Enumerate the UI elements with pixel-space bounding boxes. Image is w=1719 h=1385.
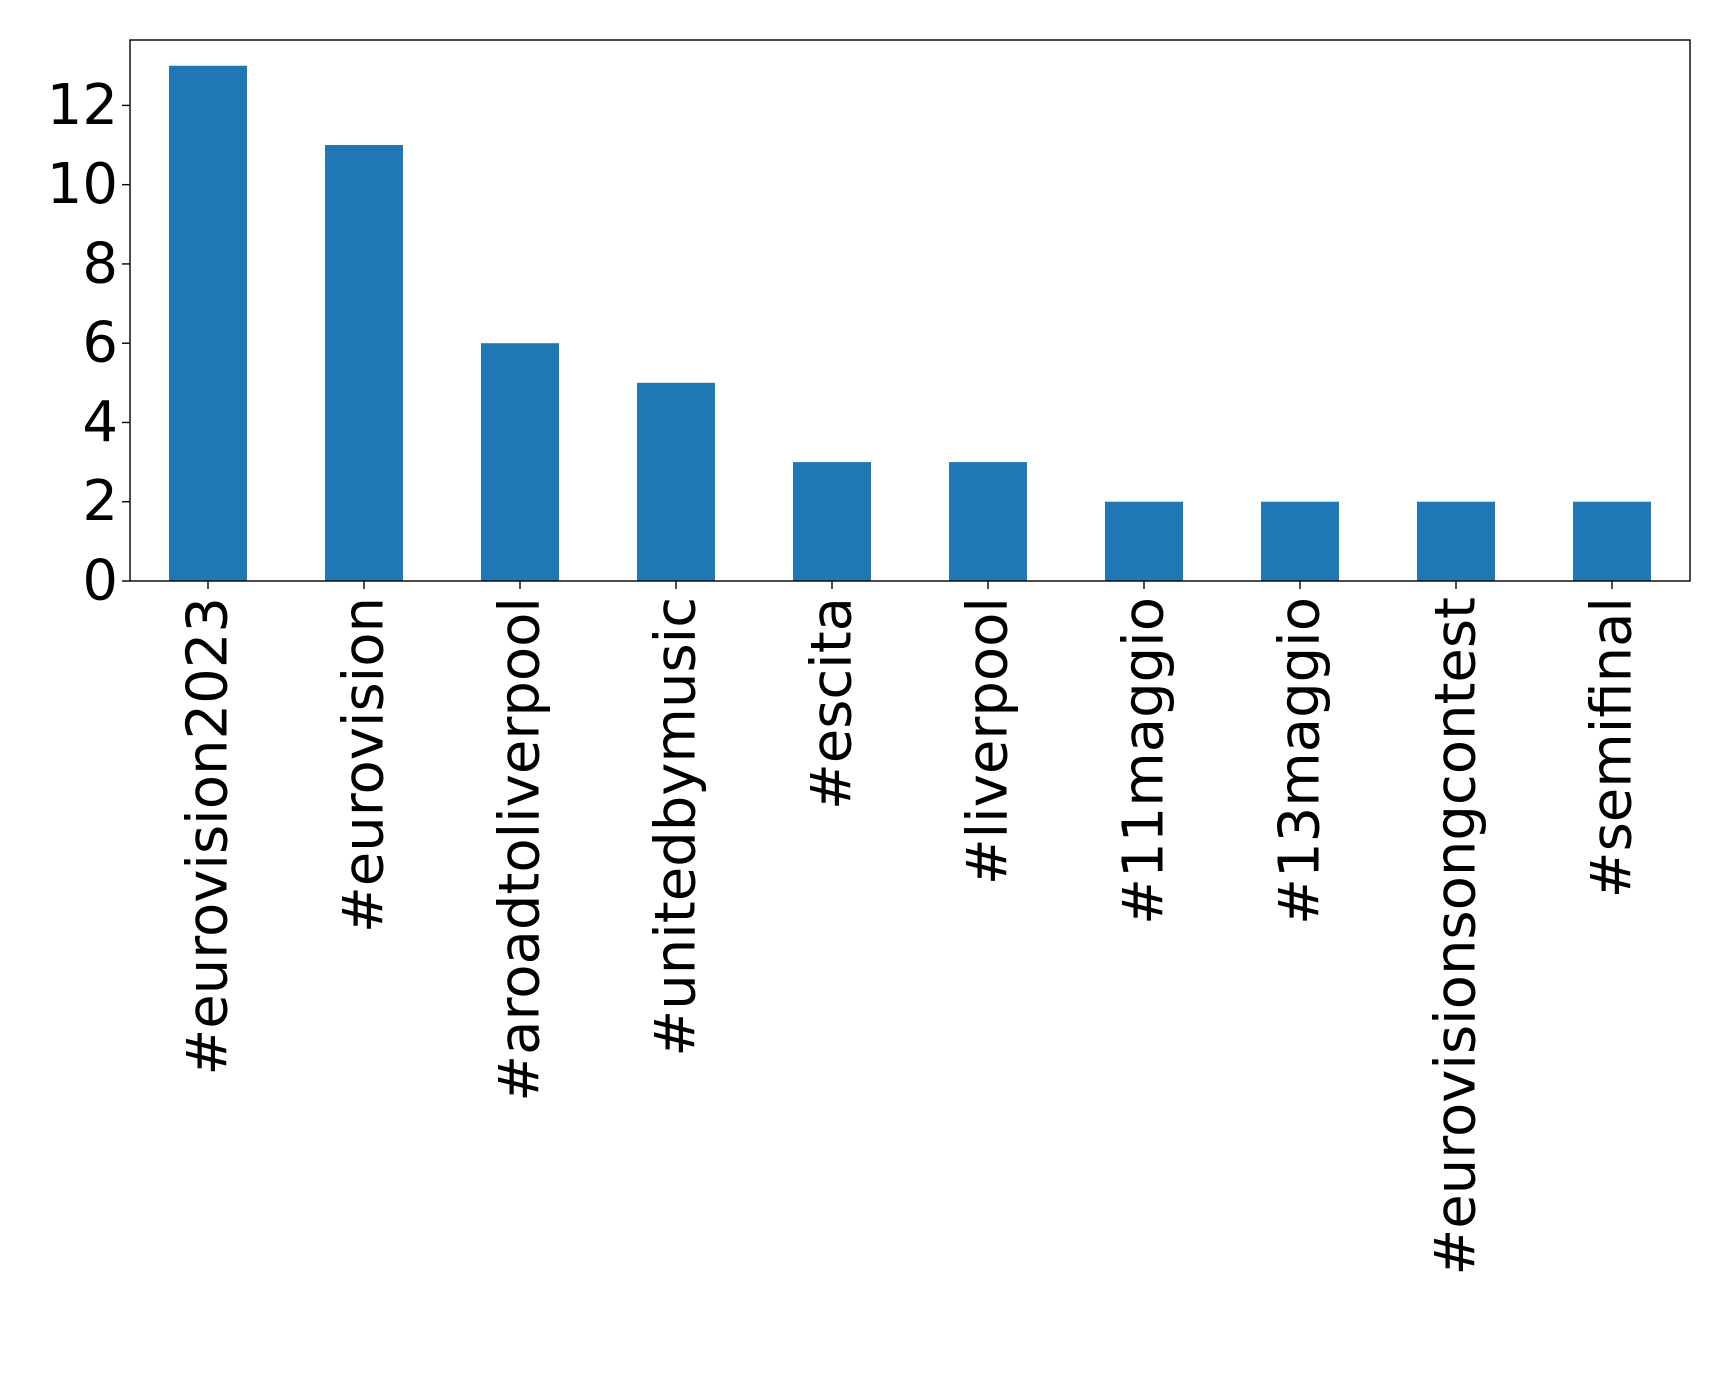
x-tick-label: #semifinal (1580, 597, 1645, 898)
bar-6 (1105, 501, 1183, 581)
y-tick-label: 2 (82, 469, 118, 534)
y-tick-label: 8 (82, 231, 118, 296)
y-axis: 0 2 4 6 8 10 12 (47, 73, 130, 614)
x-tick-label: #eurovision2023 (176, 597, 241, 1076)
plot-frame (129, 39, 1691, 582)
x-tick-label: #eurovision (332, 597, 397, 933)
x-tick-label: #13maggio (1268, 597, 1333, 925)
x-tick-label: #escita (800, 597, 865, 810)
y-tick-label: 6 (82, 311, 118, 376)
y-tick-label: 10 (47, 152, 118, 217)
bar-1 (325, 145, 403, 581)
bar-9 (1573, 501, 1651, 581)
y-tick-label: 4 (82, 390, 118, 455)
x-tick-label: #aroadtoliverpool (488, 597, 553, 1102)
bar-2 (481, 343, 559, 581)
x-tick-label: #liverpool (956, 597, 1021, 885)
x-tick-label: #unitedbymusic (644, 597, 709, 1057)
x-tick-label: #eurovisionsongcontest (1424, 597, 1489, 1276)
bars-group (169, 65, 1651, 581)
bar-8 (1417, 501, 1495, 581)
y-tick-label: 12 (47, 73, 118, 138)
x-axis: #eurovision2023 #eurovision #aroadtoliverp… (176, 581, 1645, 1276)
bar-7 (1261, 501, 1339, 581)
bar-5 (949, 462, 1027, 581)
y-tick-label: 0 (82, 549, 118, 614)
x-tick-label: #11maggio (1112, 597, 1177, 925)
bar-3 (637, 382, 715, 581)
bar-0 (169, 65, 247, 581)
bar-4 (793, 462, 871, 581)
